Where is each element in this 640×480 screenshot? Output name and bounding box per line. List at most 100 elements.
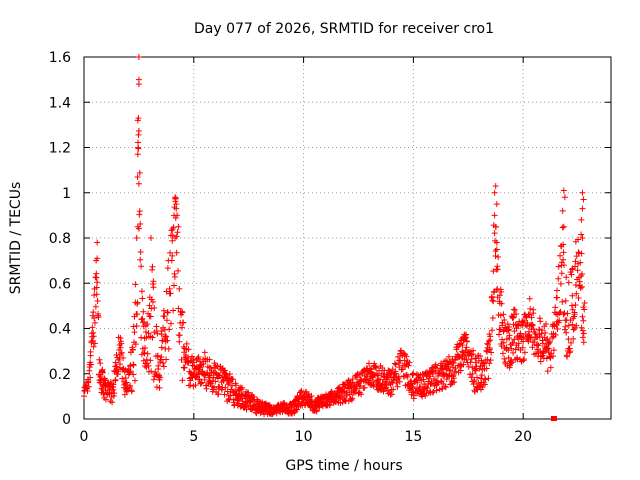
data-point [501,317,508,324]
y-tick-label: 0 [62,412,71,428]
data-point [90,343,97,350]
data-point [135,54,142,60]
data-point [477,353,484,360]
data-point [452,368,459,375]
data-point [180,344,187,351]
data-point [560,256,567,263]
data-point [134,173,141,180]
data-point [575,236,582,243]
data-point [298,387,305,394]
data-point [164,265,171,272]
data-point [131,377,138,384]
data-point [409,384,416,391]
data-point [573,253,580,260]
data-point [366,360,373,367]
data-point [543,321,550,328]
data-point [171,212,178,219]
data-point [493,201,500,208]
data-point [201,349,208,356]
data-point [501,355,508,362]
data-point [160,363,167,370]
data-point [474,374,481,381]
data-point [175,223,182,230]
data-point [128,388,135,395]
data-point [575,294,582,301]
data-point [484,356,491,363]
data-point [163,333,170,340]
data-point [500,339,507,346]
data-point [546,340,553,347]
data-point [164,309,171,316]
data-point [526,295,533,302]
grid-lines [84,57,611,419]
data-point [134,151,141,158]
data-point [149,334,156,341]
data-point [528,314,535,321]
data-point [432,361,439,368]
data-point [485,338,492,345]
data-point [136,208,143,215]
data-point [140,308,147,315]
data-point [542,329,549,336]
data-point [567,348,574,355]
data-point [173,201,180,208]
data-point [573,322,580,329]
data-point [93,257,100,264]
data-point [490,268,497,275]
data-point [151,329,158,336]
data-point [96,356,103,363]
data-point [147,235,154,241]
data-point [579,205,586,212]
data-point [558,270,565,277]
data-point [496,331,503,338]
data-point [135,81,142,88]
y-tick-label: 0.4 [49,322,71,338]
data-point [467,359,474,366]
data-point [87,352,94,359]
data-point [147,313,154,320]
data-point [580,317,587,324]
data-point [132,341,139,348]
data-point [532,330,539,337]
data-point [152,370,159,377]
data-point [136,169,143,176]
data-point [487,337,494,344]
data-point [560,223,567,230]
data-point [534,341,541,348]
data-point [492,248,499,255]
data-point [93,274,100,281]
data-point [111,390,118,397]
data-point [176,332,183,339]
data-point [118,349,125,356]
data-point [442,384,449,391]
data-point [478,372,485,379]
data-point [167,320,174,327]
data-point [189,353,196,360]
data-point [579,334,586,341]
data-point [571,309,578,316]
data-point [117,344,124,351]
data-point [498,300,505,307]
data-point [563,329,570,336]
data-point [396,378,403,385]
data-point [221,391,228,398]
data-point [513,311,520,318]
data-point [483,347,490,354]
data-point [510,339,517,346]
data-point [574,267,581,274]
data-point [519,344,526,351]
data-point [361,384,368,391]
data-point [406,359,413,366]
data-point [155,362,162,369]
y-axis-label: SRMTID / TECUs [8,182,24,295]
data-point [547,364,554,371]
data-point [229,376,236,383]
data-point [91,319,98,326]
y-tick-label: 1 [62,186,71,202]
data-point [171,282,178,289]
data-point [203,385,210,392]
data-point [178,324,185,331]
data-point [559,298,566,305]
data-point [122,367,129,374]
data-point [144,321,151,328]
